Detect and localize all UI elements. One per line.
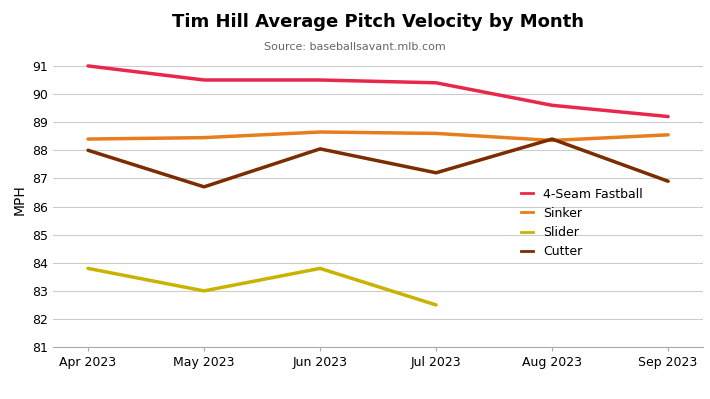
- Cutter: [664, 179, 672, 184]
- 4-Seam Fastball: [548, 103, 557, 108]
- 4-Seam Fastball: [200, 77, 208, 82]
- Cutter: [316, 146, 324, 151]
- Sinker: [432, 131, 440, 136]
- Line: 4-Seam Fastball: 4-Seam Fastball: [88, 66, 668, 117]
- Sinker: [200, 135, 208, 140]
- Line: Cutter: Cutter: [88, 139, 668, 187]
- Cutter: [200, 184, 208, 189]
- Sinker: [84, 136, 92, 141]
- Sinker: [316, 130, 324, 134]
- Sinker: [664, 132, 672, 137]
- 4-Seam Fastball: [432, 81, 440, 85]
- Cutter: [432, 170, 440, 175]
- 4-Seam Fastball: [84, 63, 92, 68]
- 4-Seam Fastball: [316, 77, 324, 82]
- Title: Tim Hill Average Pitch Velocity by Month: Tim Hill Average Pitch Velocity by Month: [172, 13, 584, 31]
- Line: Sinker: Sinker: [88, 132, 668, 140]
- 4-Seam Fastball: [664, 114, 672, 119]
- Cutter: [548, 136, 557, 141]
- Text: Source: baseballsavant.mlb.com: Source: baseballsavant.mlb.com: [264, 42, 446, 52]
- Sinker: [548, 138, 557, 143]
- Y-axis label: MPH: MPH: [13, 184, 27, 215]
- Cutter: [84, 148, 92, 153]
- Legend: 4-Seam Fastball, Sinker, Slider, Cutter: 4-Seam Fastball, Sinker, Slider, Cutter: [520, 188, 643, 259]
